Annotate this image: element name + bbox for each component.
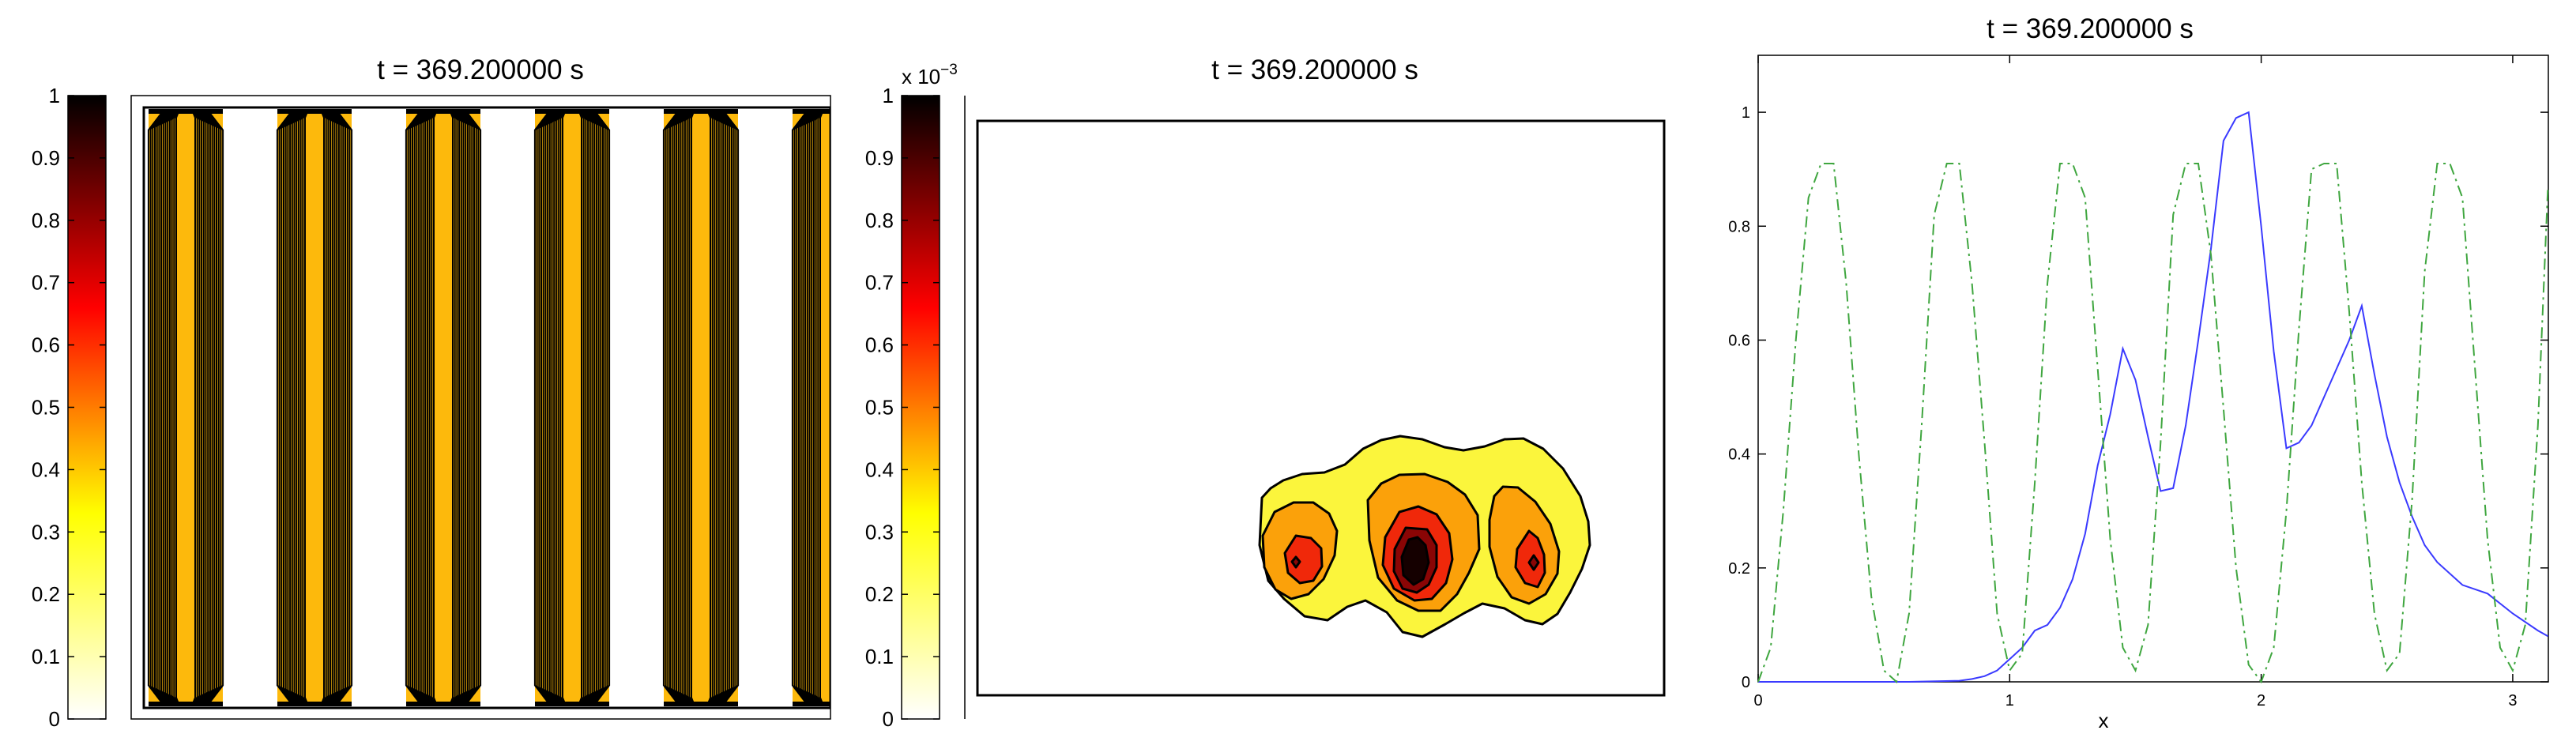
panel-3-y-ticks: 0 0.2 0.4 0.6 0.8 1 — [1728, 104, 2548, 691]
contour-darkred-left — [1290, 555, 1301, 569]
panel-2-colorbar-ticks: 0 0.1 0.2 0.3 0.4 0.5 0.6 0.7 0.8 0.9 1 — [865, 84, 940, 731]
colorbar-2-tick-label: 0.7 — [865, 271, 894, 295]
y-tick-label: 0 — [1742, 674, 1750, 691]
panel-2-title: t = 369.200000 s — [1211, 55, 1418, 85]
colorbar-1-tick-label: 0.7 — [32, 271, 60, 295]
contour-red-left — [1283, 534, 1324, 585]
contour-stripe — [276, 109, 353, 706]
colorbar-1-tick-label: 0.4 — [32, 457, 60, 481]
contour-stripe — [147, 109, 224, 706]
panel-1-title: t = 369.200000 s — [377, 55, 584, 85]
colorbar-2-tick-label: 0.4 — [865, 457, 894, 481]
panel-1-contour-stripes — [147, 109, 830, 706]
y-tick-label: 1 — [1742, 104, 1750, 122]
contour-plot — [1258, 435, 1591, 638]
x-tick-label: 3 — [2508, 692, 2517, 709]
series-dashdot-line — [1757, 163, 2549, 684]
y-tick-label: 0.4 — [1728, 446, 1750, 464]
panel-1-inner-frame — [142, 106, 830, 709]
colorbar-2-tick-label: 0.2 — [865, 582, 894, 606]
contour-black-center — [1400, 536, 1430, 586]
contour-stripe — [533, 109, 611, 706]
x-tick-label: 2 — [2257, 692, 2265, 709]
panel-3-series — [1757, 111, 2549, 684]
contour-darkred-right — [1527, 554, 1540, 571]
colorbar-2-tick-label: 0.8 — [865, 209, 894, 232]
colorbar-1-tick-label: 0.6 — [32, 333, 60, 357]
colorbar-2-tick-label: 0.3 — [865, 520, 894, 544]
y-tick-label: 0.2 — [1728, 560, 1750, 578]
colorbar-2-tick-label: 0.1 — [865, 645, 894, 668]
colorbar-1-tick-label: 0 — [49, 707, 60, 731]
contour-stripe — [791, 109, 830, 706]
contour-stripe — [405, 109, 482, 706]
x-tick-label: 0 — [1753, 692, 1762, 709]
panel-3: t = 369.200000 s 0 0.2 0.4 0.6 0.8 1 0 1 2 3 x — [1728, 13, 2549, 732]
x-tick-label: 1 — [2005, 692, 2014, 709]
colorbar-1-tick-label: 0.8 — [32, 209, 60, 232]
colorbar-1-tick-label: 0.1 — [32, 645, 60, 668]
colorbar-2-tick-label: 0.9 — [865, 146, 894, 170]
panel-3-axes — [1757, 55, 2549, 683]
colorbar-2-tick-label: 0.6 — [865, 333, 894, 357]
colorbar-1-tick-label: 0.2 — [32, 582, 60, 606]
colorbar-1-tick-label: 0.5 — [32, 396, 60, 420]
colorbar-2-tick-label: 0.5 — [865, 396, 894, 420]
colorbar-1-tick-label: 1 — [49, 84, 60, 107]
colorbar-2-tick-label: 0 — [883, 707, 894, 731]
series-solid-line — [1758, 111, 2548, 683]
panel-1: 0 0.1 0.2 0.3 0.4 0.5 0.6 0.7 0.8 0.9 1 t = 369.20… — [32, 55, 831, 731]
y-tick-label: 0.8 — [1728, 218, 1750, 235]
panel-3-xlabel: x — [2099, 709, 2109, 732]
panel-3-title: t = 369.200000 s — [1987, 13, 2194, 44]
colorbar-2-tick-label: 1 — [883, 84, 894, 107]
panel-2: 0 0.1 0.2 0.3 0.4 0.5 0.6 0.7 0.8 0.9 1 x 10−3 t =… — [865, 55, 1666, 731]
contour-stripe — [662, 109, 740, 706]
colorbar-1-tick-label: 0.3 — [32, 520, 60, 544]
panel-2-colorbar-multiplier: x 10−3 — [902, 62, 958, 88]
y-tick-label: 0.6 — [1728, 332, 1750, 349]
colorbar-1-tick-label: 0.9 — [32, 146, 60, 170]
panel-1-colorbar-ticks: 0 0.1 0.2 0.3 0.4 0.5 0.6 0.7 0.8 0.9 1 — [32, 84, 106, 731]
